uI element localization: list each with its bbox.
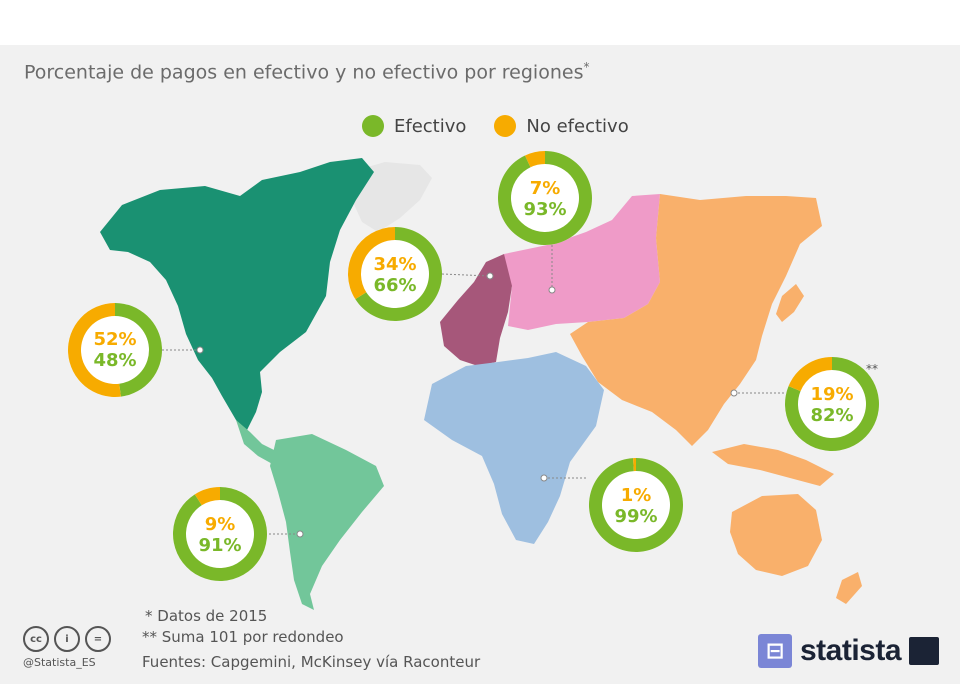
label-efectivo-south-america: 91% <box>198 535 241 556</box>
donut-asia: 19% 82% ** <box>785 357 879 451</box>
region-russia <box>504 194 660 330</box>
map-point-north-america <box>196 346 204 354</box>
region-greenland <box>350 162 432 232</box>
legend-item-no-efectivo: No efectivo <box>494 115 629 137</box>
legend-swatch-no-efectivo <box>494 115 517 137</box>
statista-logo-icon: ⊟ <box>758 634 792 668</box>
donut-ring-efectivo-north-america <box>115 303 162 397</box>
donut-south-america: 9% 91% <box>172 487 267 581</box>
legend-label-efectivo: Efectivo <box>394 115 467 137</box>
map-point-russia <box>548 286 556 294</box>
donut-bg-north-america <box>68 303 162 397</box>
footnote-1: * Datos de 2015 <box>145 607 268 625</box>
donut-europe: 34% 66% <box>347 227 442 322</box>
statista-mark-icon <box>909 637 940 665</box>
title-marker: * <box>583 60 590 74</box>
donut-africa: 1% 99% <box>588 457 683 552</box>
donut-bg-asia <box>785 357 879 451</box>
donut-ring-efectivo-europe <box>355 227 442 322</box>
footnote-2: ** Suma 101 por redondeo <box>142 628 344 646</box>
statista-logo-text: statista <box>800 634 902 667</box>
donut-ring-no-efectivo-south-america <box>194 487 220 506</box>
donut-bg-russia <box>498 151 592 245</box>
by-icon: i <box>54 626 80 652</box>
nd-icon: = <box>85 626 111 652</box>
leader-line-europe <box>441 273 491 277</box>
donut-bg-africa <box>589 458 683 552</box>
cc-icon: cc <box>23 626 49 652</box>
region-south-america <box>270 434 384 610</box>
label-efectivo-russia: 93% <box>523 199 566 220</box>
map-point-south-america <box>296 530 304 538</box>
map-point-asia <box>730 389 738 397</box>
donut-bg-europe <box>348 227 442 321</box>
label-no-efectivo-north-america: 52% <box>93 329 136 350</box>
donut-russia: 7% 93% <box>497 151 592 245</box>
donut-ring-no-efectivo-asia <box>788 357 832 392</box>
donut-bg-south-america <box>173 487 267 581</box>
map-point-europe <box>486 272 494 280</box>
label-efectivo-north-america: 48% <box>93 350 136 371</box>
region-africa-middle-east <box>424 352 604 544</box>
label-efectivo-europe: 66% <box>373 275 416 296</box>
region-australia <box>730 494 822 576</box>
label-no-efectivo-europe: 34% <box>373 254 416 275</box>
label-efectivo-africa: 99% <box>614 506 657 527</box>
region-southeast-asia-islands <box>712 444 834 486</box>
license-icons: cc i = <box>23 626 111 652</box>
label-no-efectivo-africa: 1% <box>621 485 652 506</box>
map-point-africa <box>540 474 548 482</box>
region-north-america <box>100 158 374 432</box>
legend: Efectivo No efectivo <box>362 115 629 137</box>
legend-swatch-efectivo <box>362 115 384 137</box>
chart-title: Porcentaje de pagos en efectivo y no efe… <box>24 60 590 84</box>
donut-north-america: 52% 48% <box>67 302 162 398</box>
region-europe <box>440 254 520 366</box>
legend-item-efectivo: Efectivo <box>362 115 466 137</box>
label-efectivo-asia: 82% <box>810 405 853 426</box>
donut-ring-no-efectivo-europe <box>347 227 395 300</box>
donut-ring-no-efectivo-north-america <box>67 302 121 398</box>
donut-ring-no-efectivo-russia <box>524 151 545 168</box>
statista-handle: @Statista_ES <box>23 656 96 669</box>
marker-asia: ** <box>866 362 878 376</box>
region-asia <box>570 194 822 446</box>
region-new-zealand <box>836 572 862 604</box>
statista-logo[interactable]: ⊟ statista <box>758 634 940 668</box>
region-japan <box>776 284 804 322</box>
label-no-efectivo-south-america: 9% <box>205 514 236 535</box>
footnote-sources: Fuentes: Capgemini, McKinsey vía Raconte… <box>142 653 481 671</box>
legend-label-no-efectivo: No efectivo <box>526 115 629 137</box>
label-no-efectivo-asia: 19% <box>810 384 853 405</box>
label-no-efectivo-russia: 7% <box>530 178 561 199</box>
donut-ring-no-efectivo-africa <box>633 457 636 472</box>
